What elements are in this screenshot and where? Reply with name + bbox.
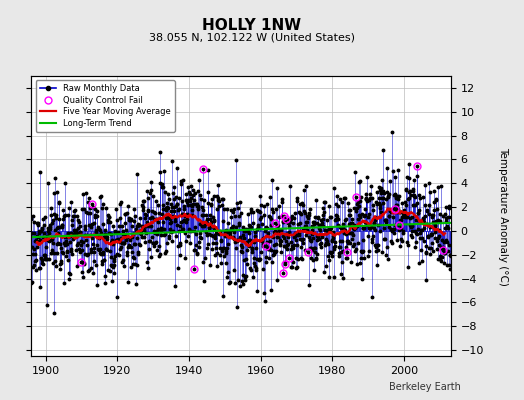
Text: Berkeley Earth: Berkeley Earth (389, 382, 461, 392)
Text: HOLLY 1NW: HOLLY 1NW (202, 18, 301, 33)
Text: 38.055 N, 102.122 W (United States): 38.055 N, 102.122 W (United States) (148, 32, 355, 42)
Y-axis label: Temperature Anomaly (°C): Temperature Anomaly (°C) (498, 146, 508, 286)
Legend: Raw Monthly Data, Quality Control Fail, Five Year Moving Average, Long-Term Tren: Raw Monthly Data, Quality Control Fail, … (36, 80, 175, 132)
